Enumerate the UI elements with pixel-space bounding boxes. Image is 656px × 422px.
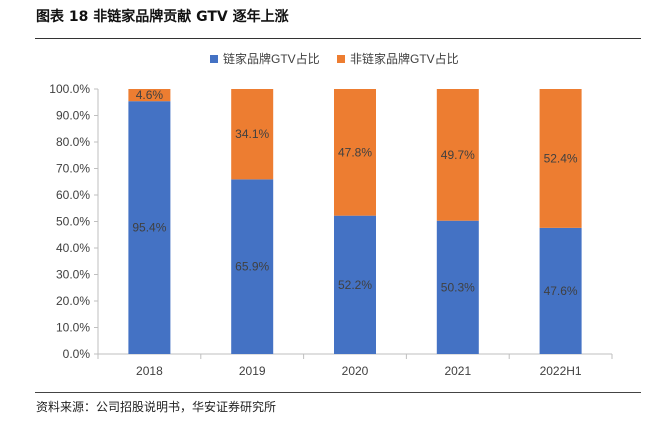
- y-tick-label: 50.0%: [56, 215, 90, 229]
- legend-label: 链家品牌GTV占比: [223, 51, 320, 66]
- bar-segment-s0: [231, 179, 274, 354]
- data-label: 65.9%: [235, 260, 269, 274]
- bar-segment-s0: [436, 220, 479, 354]
- data-label: 52.2%: [338, 278, 372, 292]
- y-tick-label: 40.0%: [56, 241, 90, 255]
- bar-segment-s1: [539, 89, 582, 228]
- data-label: 34.1%: [235, 127, 269, 141]
- x-tick-label: 2019: [239, 364, 266, 378]
- y-tick-label: 100.0%: [49, 82, 90, 96]
- bar-segment-s0: [334, 215, 376, 354]
- data-label: 47.6%: [544, 284, 578, 298]
- bar-segment-s0: [539, 227, 582, 354]
- bar-segment-s0: [128, 101, 171, 354]
- bar-segment-s1: [436, 89, 479, 221]
- data-label: 47.8%: [338, 145, 372, 159]
- y-tick-label: 90.0%: [56, 109, 90, 123]
- x-tick-label: 2021: [444, 364, 471, 378]
- y-tick-label: 30.0%: [56, 268, 90, 282]
- data-label: 4.6%: [136, 88, 164, 102]
- y-tick-label: 80.0%: [56, 135, 90, 149]
- data-label: 49.7%: [441, 148, 475, 162]
- y-tick-label: 10.0%: [56, 321, 90, 335]
- bar-segment-s1: [231, 89, 274, 180]
- x-tick-label: 2018: [136, 364, 163, 378]
- legend-swatch: [337, 55, 345, 63]
- legend-label: 非链家品牌GTV占比: [350, 51, 459, 66]
- data-label: 50.3%: [441, 280, 475, 294]
- title-rule: [35, 38, 641, 39]
- source-note: 资料来源：公司招股说明书，华安证券研究所: [36, 400, 277, 414]
- x-tick-label: 2020: [342, 364, 369, 378]
- bar-segment-s1: [128, 89, 171, 102]
- y-tick-label: 20.0%: [56, 294, 90, 308]
- source-rule: [35, 392, 641, 393]
- data-label: 95.4%: [132, 221, 166, 235]
- x-tick-label: 2022H1: [540, 364, 582, 378]
- figure-title: 图表 18 非链家品牌贡献 GTV 逐年上涨: [36, 9, 289, 25]
- y-tick-label: 0.0%: [63, 347, 91, 361]
- bar-segment-s1: [334, 89, 376, 216]
- y-tick-label: 70.0%: [56, 162, 90, 176]
- data-label: 52.4%: [544, 151, 578, 165]
- y-tick-label: 60.0%: [56, 188, 90, 202]
- legend-swatch: [210, 55, 218, 63]
